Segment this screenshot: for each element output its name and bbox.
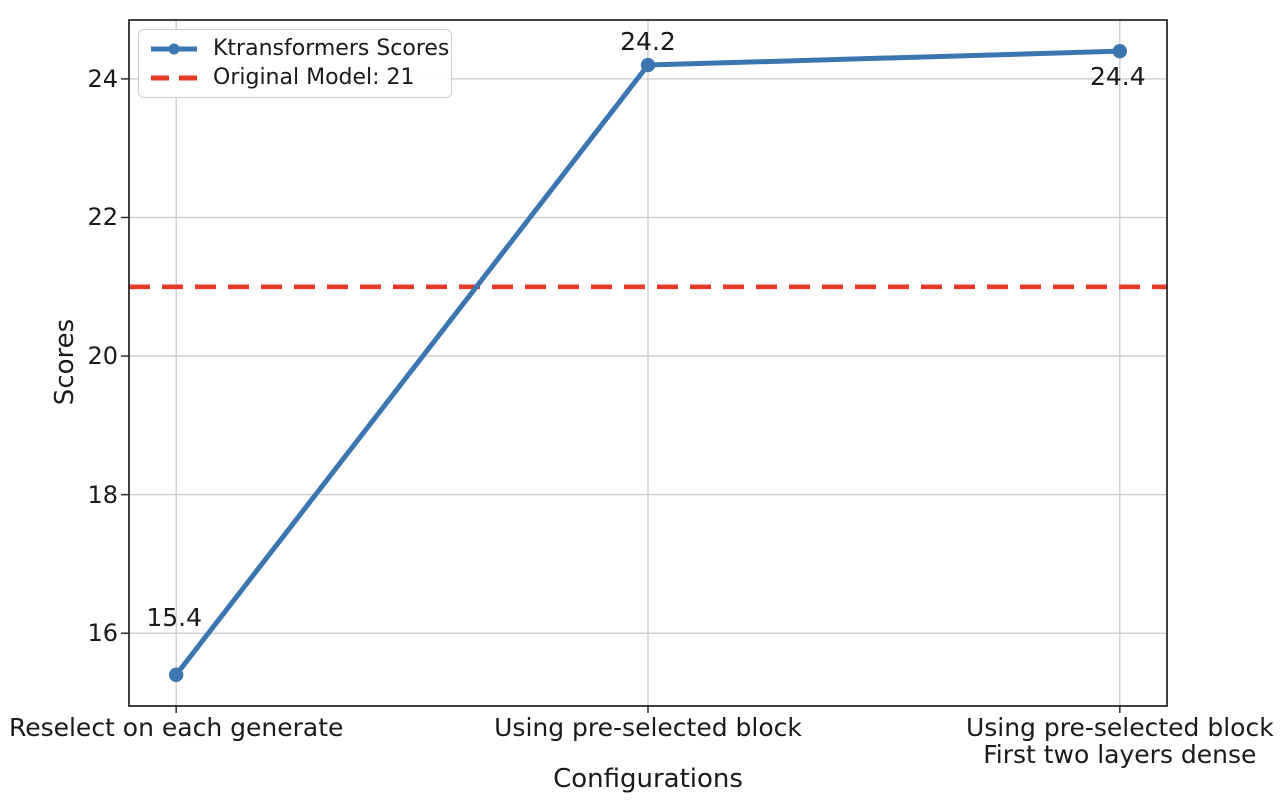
legend-label: Ktransformers Scores: [213, 35, 450, 61]
x-tick-label: Reselect on each generate: [8, 713, 344, 742]
dashed-line-sample-icon: [151, 75, 197, 81]
x-axis-label: Configurations: [553, 764, 743, 794]
value-label: 24.4: [1090, 62, 1146, 91]
legend-item-original-model: Original Model: 21: [150, 64, 440, 92]
legend-item-ktransformers-scores: Ktransformers Scores: [150, 35, 449, 63]
data-point-marker: [640, 57, 656, 73]
y-tick-label: 16: [87, 619, 118, 648]
x-tick-label: Using pre-selected block: [494, 713, 802, 742]
y-tick-label: 20: [87, 342, 118, 371]
y-tick-label: 24: [87, 64, 118, 93]
data-point-marker: [1112, 43, 1128, 59]
y-tick-label: 18: [87, 480, 118, 509]
y-tick-label: 22: [87, 203, 118, 232]
line-with-marker-sample-icon: [151, 43, 197, 55]
data-point-marker: [168, 667, 184, 683]
legend-label: Original Model: 21: [213, 65, 415, 91]
legend: Ktransformers Scores Original Model: 21: [138, 29, 452, 98]
x-tick-label: Using pre-selected block First two layer…: [965, 713, 1274, 769]
value-label: 24.2: [620, 27, 676, 56]
value-label: 15.4: [146, 603, 202, 632]
